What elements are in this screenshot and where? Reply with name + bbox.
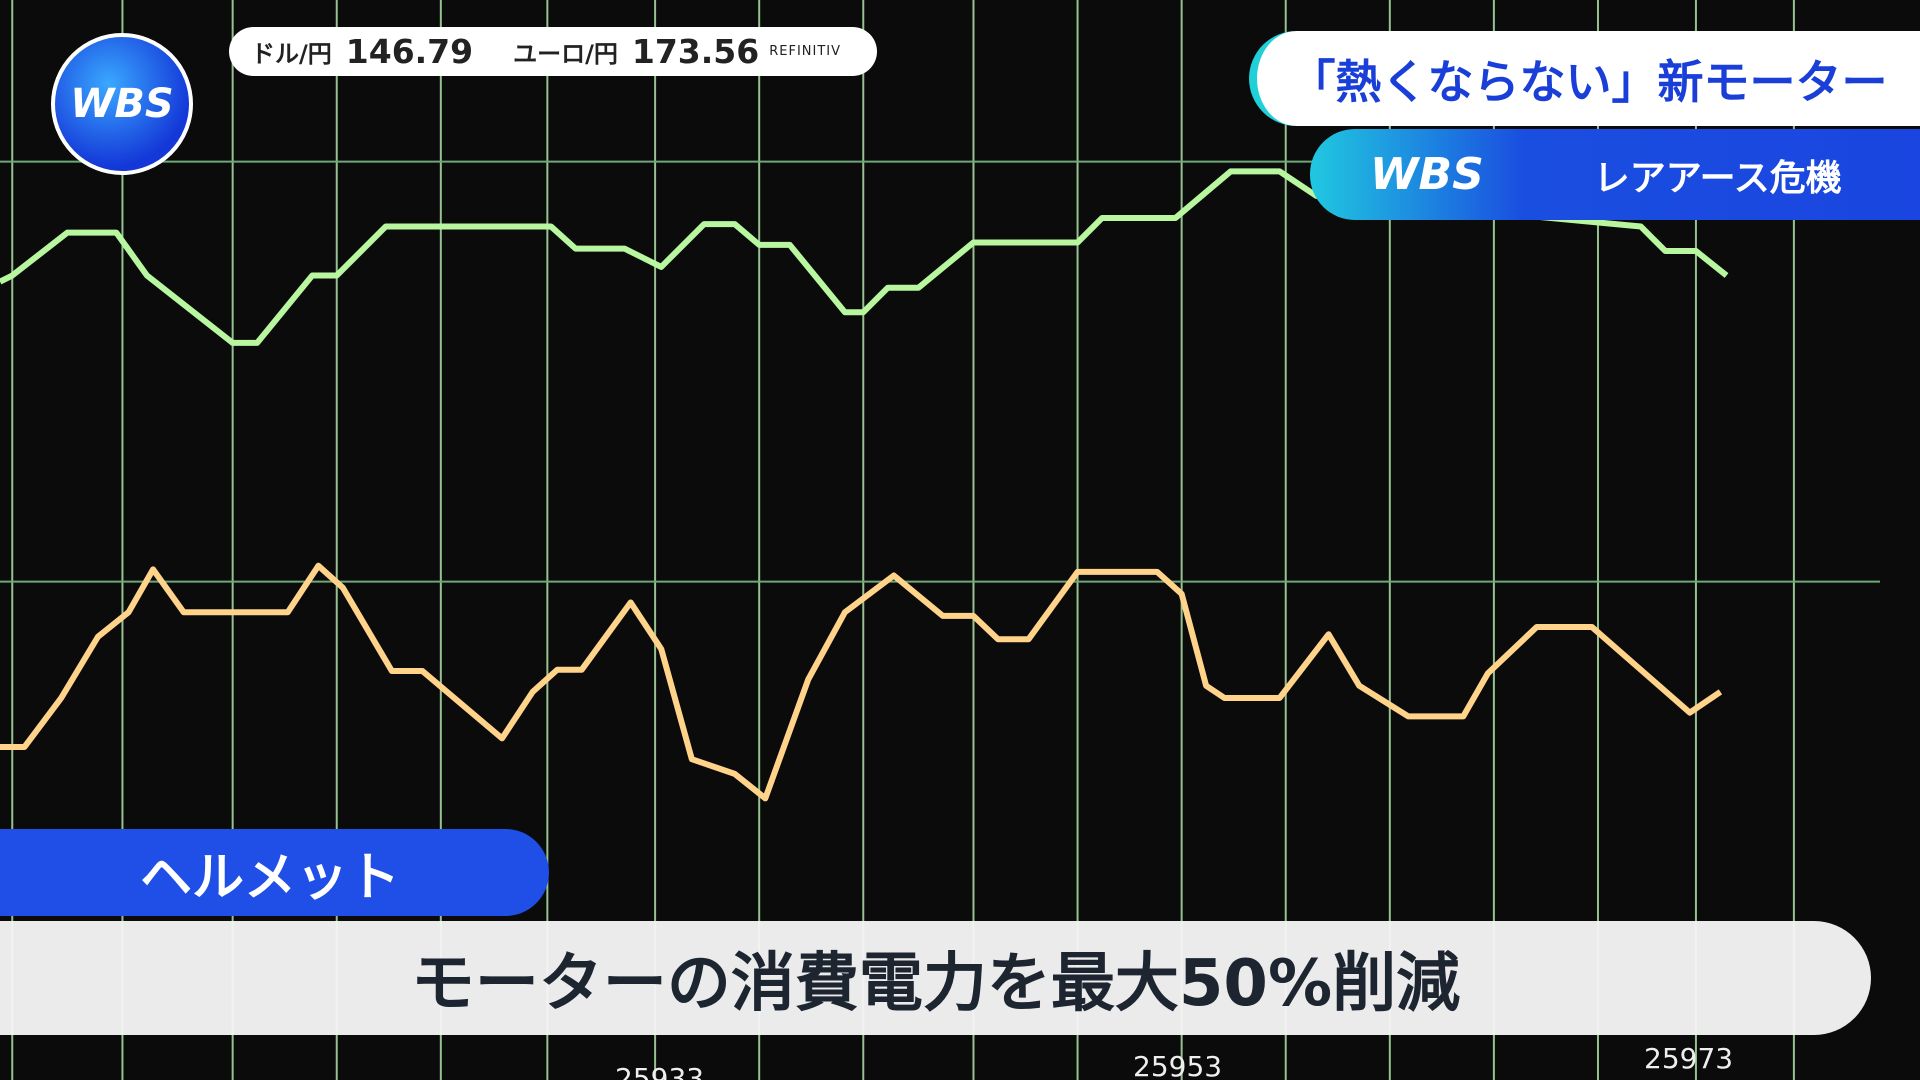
screen-trace [0,562,1723,802]
headline: 「熱くならない」新モーター [1249,31,1920,126]
screen-trace [0,168,1729,346]
tag: ヘルメット [0,829,549,916]
screen-label: 25973 [1644,1042,1734,1075]
source: REFINITIV [769,44,842,59]
series-topic: レアアース危機 [1593,157,1842,199]
eur-label: ユーロ/円 [513,40,618,68]
caption: モーターの消費電力を最大50%削減 [0,921,1871,1035]
channel-logo: WBS [51,33,193,175]
currency-ticker: ドル/円 146.79 ユーロ/円 173.56 REFINITIV [229,27,877,76]
usd-label: ドル/円 [251,40,332,68]
eur-value: 173.56 [631,32,760,71]
usd-value: 146.79 [345,32,474,71]
series-logo: WBS [1370,149,1484,200]
screen-label: 25953 [1133,1050,1223,1080]
series-bar: WBS レアアース危機 [1310,129,1920,220]
screen-label: 25933 [615,1062,705,1080]
